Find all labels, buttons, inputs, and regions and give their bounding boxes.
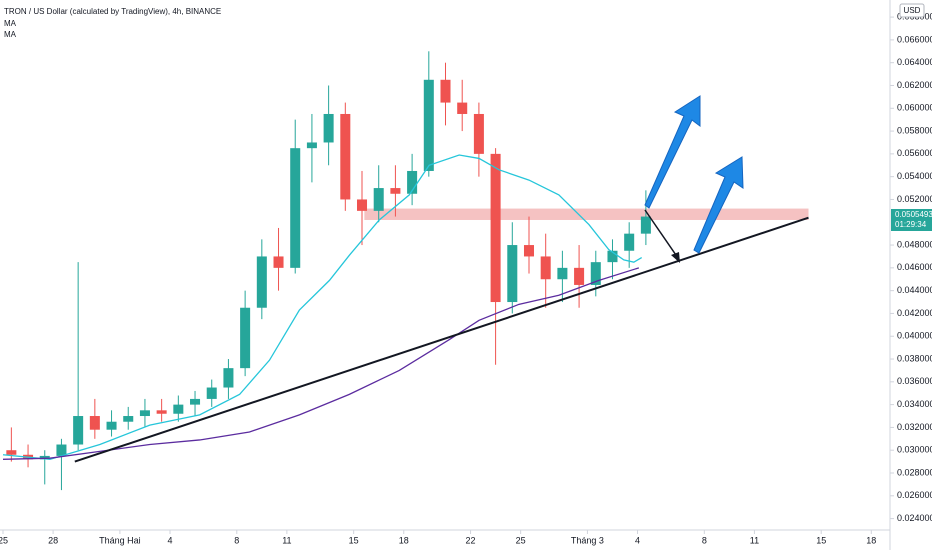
currency-label: USD: [904, 6, 921, 15]
last-price-tag: [891, 208, 932, 231]
candle-body: [423, 79, 434, 171]
y-tick-label: 0.03600000: [897, 376, 932, 386]
y-tick-label: 0.04200000: [897, 308, 932, 318]
x-tick-label: 25: [0, 535, 8, 545]
x-tick-label: 22: [466, 535, 476, 545]
candle-body: [473, 113, 484, 154]
candle-body: [206, 387, 217, 399]
candle-body: [490, 153, 501, 303]
candle-body: [106, 421, 117, 430]
x-tick-label: 4: [635, 535, 640, 545]
currency-box[interactable]: [899, 3, 925, 18]
candle-body: [557, 267, 568, 280]
candle-body: [139, 410, 150, 417]
y-tick-label: 0.02400000: [897, 513, 932, 523]
candle-body: [256, 256, 267, 308]
y-tick-label: 0.04600000: [897, 262, 932, 272]
x-tick-label: Tháng 3: [571, 535, 604, 545]
x-tick-label: 28: [48, 535, 58, 545]
y-tick-label: 0.05200000: [897, 194, 932, 204]
candle-body: [290, 148, 301, 268]
candle-body: [89, 416, 100, 430]
candle-body: [173, 404, 184, 414]
candle-body: [607, 250, 618, 263]
x-tick-label: 11: [750, 535, 759, 545]
candle-body: [440, 79, 451, 103]
blue-arrow: [693, 156, 744, 254]
x-tick-label: 15: [816, 535, 826, 545]
x-tick-label: 4: [167, 535, 172, 545]
y-tick-label: 0.03400000: [897, 399, 932, 409]
drawings: [644, 95, 744, 263]
candle-body: [574, 267, 585, 285]
candle-body: [540, 256, 551, 280]
y-tick-label: 0.03800000: [897, 353, 932, 363]
candle-body: [407, 170, 418, 194]
candle-body: [340, 113, 351, 200]
legend-entry[interactable]: MA: [4, 19, 17, 28]
x-tick-label: 8: [234, 535, 239, 545]
candle-body: [507, 245, 518, 303]
plot-area: [2, 51, 809, 491]
ma-line: [2, 267, 640, 460]
candle-body: [373, 188, 384, 211]
candle-body: [123, 416, 134, 422]
candle-body: [390, 188, 401, 194]
candle-body: [357, 199, 368, 211]
y-tick-label: 0.05600000: [897, 148, 932, 158]
x-tick-label: 18: [866, 535, 876, 545]
trendline: [74, 216, 809, 463]
chart-title: TRON / US Dollar (calculated by TradingV…: [4, 7, 221, 16]
y-tick-label: 0.03200000: [897, 422, 932, 432]
x-tick-label: 8: [702, 535, 707, 545]
arrow-line: [644, 209, 679, 259]
candle-body: [523, 245, 535, 257]
candle-body: [590, 262, 601, 285]
candle-body: [624, 233, 635, 251]
blue-arrow: [644, 95, 701, 209]
y-tick-label: 0.04800000: [897, 239, 932, 249]
candle-body: [6, 450, 17, 455]
x-tick-label: 25: [516, 535, 526, 545]
candle-body: [240, 307, 251, 369]
y-tick-label: 0.06600000: [897, 34, 932, 44]
y-tick-label: 0.06200000: [897, 80, 932, 90]
x-tick-label: 11: [282, 535, 291, 545]
resistance-zone: [364, 208, 809, 220]
candle-body: [306, 142, 317, 149]
y-tick-label: 0.02800000: [897, 467, 932, 477]
candle-body: [73, 416, 84, 445]
y-tick-label: 0.03000000: [897, 445, 932, 455]
y-tick-label: 0.05400000: [897, 171, 932, 181]
y-tick-label: 0.05800000: [897, 125, 932, 135]
candle-body: [273, 256, 284, 268]
ma-line: [2, 154, 643, 460]
x-tick-label: Tháng Hai: [99, 535, 141, 545]
candle-body: [156, 410, 167, 414]
y-tick-label: 0.04000000: [897, 331, 932, 341]
arrow-head: [671, 252, 680, 263]
candle-body: [223, 368, 234, 388]
candle-body: [56, 444, 67, 456]
countdown-label: 01:29:34: [895, 220, 927, 229]
candle-body: [457, 102, 468, 114]
x-tick-label: 15: [349, 535, 359, 545]
candle-body: [190, 398, 201, 405]
candle-body: [640, 216, 651, 234]
y-tick-label: 0.06000000: [897, 103, 932, 113]
legend-entry[interactable]: MA: [4, 30, 17, 39]
y-tick-label: 0.02600000: [897, 490, 932, 500]
x-tick-label: 18: [399, 535, 409, 545]
candle-body: [39, 455, 50, 460]
y-tick-label: 0.06400000: [897, 57, 932, 67]
y-tick-label: 0.04400000: [897, 285, 932, 295]
candle-body: [323, 113, 334, 143]
